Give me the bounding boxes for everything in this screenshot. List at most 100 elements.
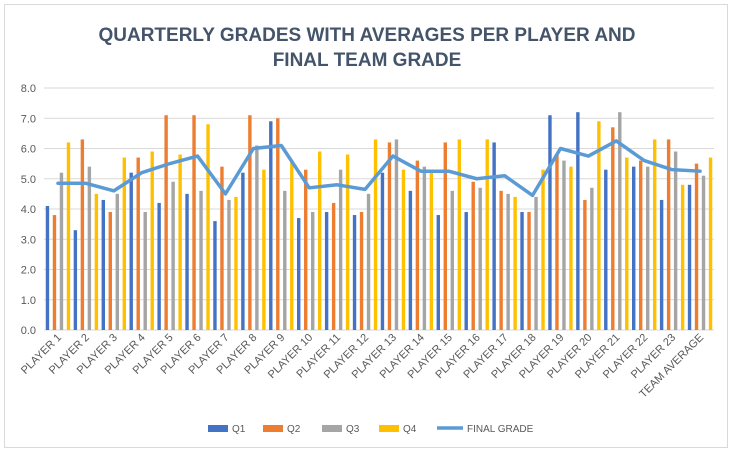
y-tick-label: 0.0	[21, 325, 36, 337]
bar-q4	[625, 157, 629, 330]
bar-q2	[527, 212, 531, 330]
bar-q3	[171, 181, 175, 330]
bar-q4	[597, 121, 601, 331]
bar-q3	[590, 187, 594, 330]
bar-q3	[366, 193, 371, 331]
bar-q2	[387, 142, 392, 330]
bar-q1	[129, 172, 133, 330]
bar-q3	[283, 190, 287, 330]
y-tick-label: 7.0	[21, 113, 36, 125]
bar-q1	[464, 212, 468, 330]
bar-q1	[157, 202, 161, 330]
bar-q3	[701, 175, 706, 330]
bar-q4	[653, 139, 657, 330]
bar-q1	[73, 230, 78, 330]
legend-label-final-grade: FINAL GRADE	[467, 424, 534, 435]
bar-q2	[164, 115, 168, 330]
bar-q3	[562, 160, 566, 330]
bar-q2	[331, 202, 336, 330]
bar-q2	[108, 212, 112, 330]
bar-q3	[646, 166, 650, 330]
bar-q4	[206, 124, 210, 330]
legend-label-q1: Q1	[232, 424, 246, 435]
bar-q1	[45, 205, 50, 330]
bar-q4	[122, 157, 126, 330]
bar-q4	[234, 196, 238, 330]
final-grade-line	[56, 139, 702, 198]
bar-q2	[694, 163, 699, 331]
bar-q2	[359, 212, 364, 330]
bar-q4	[345, 154, 350, 330]
bar-q1	[687, 184, 692, 330]
bar-q4	[150, 151, 154, 330]
bar-q2	[415, 160, 420, 330]
bar-q4	[94, 193, 99, 331]
chart-title-line-2: FINAL TEAM GRADE	[273, 50, 462, 71]
bar-q1	[324, 212, 329, 330]
bar-q2	[52, 215, 57, 330]
bar-q3	[338, 169, 343, 330]
legend-label-q3: Q3	[346, 424, 360, 435]
bar-q4	[318, 151, 322, 330]
bar-q2	[639, 160, 643, 330]
y-axis-ticks: 0.0 1.0 2.0 3.0 4.0 5.0 6.0 7.0 8.0	[21, 83, 36, 337]
y-tick-label: 1.0	[21, 295, 36, 307]
bar-q1	[213, 221, 217, 330]
bar-q3	[59, 172, 64, 330]
bar-q1	[492, 142, 496, 330]
legend: Q1 Q2 Q3 Q4 FINAL GRADE	[208, 424, 534, 435]
bar-q2	[80, 139, 85, 330]
legend-swatch-q4	[379, 425, 399, 432]
bar-q3	[394, 139, 399, 330]
legend-swatch-q3	[322, 425, 342, 432]
y-tick-label: 3.0	[21, 234, 36, 246]
bar-q3	[87, 166, 92, 330]
bar-q4	[429, 172, 434, 330]
bar-q3	[673, 151, 678, 330]
bar-q3	[143, 212, 147, 330]
y-tick-label: 4.0	[21, 204, 36, 216]
bar-q3	[534, 196, 538, 330]
bar-q3	[422, 166, 427, 330]
final-grade-line-layer	[56, 139, 702, 198]
bar-q1	[520, 212, 524, 330]
bar-q1	[241, 172, 245, 330]
bar-q4	[401, 169, 406, 330]
bar-q4	[66, 142, 71, 330]
bar-q2	[304, 169, 308, 330]
bar-q2	[471, 181, 475, 330]
y-tick-label: 6.0	[21, 144, 36, 156]
legend-label-q2: Q2	[287, 424, 301, 435]
bar-q2	[583, 199, 587, 330]
bar-q2	[499, 190, 503, 330]
bar-q2	[555, 154, 559, 330]
bar-q3	[450, 190, 454, 330]
bar-q1	[576, 112, 580, 330]
bar-marks	[45, 112, 713, 331]
bar-q4	[680, 184, 685, 330]
bar-q3	[311, 212, 315, 330]
bar-q2	[248, 115, 252, 330]
bar-q4	[513, 196, 517, 330]
bar-q2	[443, 142, 447, 330]
bar-q4	[457, 139, 461, 330]
bar-q4	[373, 139, 378, 330]
y-tick-label: 8.0	[21, 83, 36, 95]
chart-title-line-1: QUARTERLY GRADES WITH AVERAGES PER PLAYE…	[98, 25, 635, 46]
bar-q1	[408, 190, 413, 330]
legend-swatch-q2	[263, 425, 283, 432]
bar-q2	[611, 127, 615, 330]
bar-q4	[262, 169, 266, 330]
bar-q3	[227, 199, 231, 330]
bar-q4	[569, 166, 573, 330]
bar-q1	[101, 199, 105, 330]
bar-q1	[604, 169, 608, 330]
bar-q2	[192, 115, 196, 330]
legend-label-q4: Q4	[403, 424, 417, 435]
bar-q3	[478, 187, 482, 330]
bar-q3	[115, 193, 119, 331]
bar-q3	[618, 112, 622, 330]
bar-q1	[380, 172, 385, 330]
